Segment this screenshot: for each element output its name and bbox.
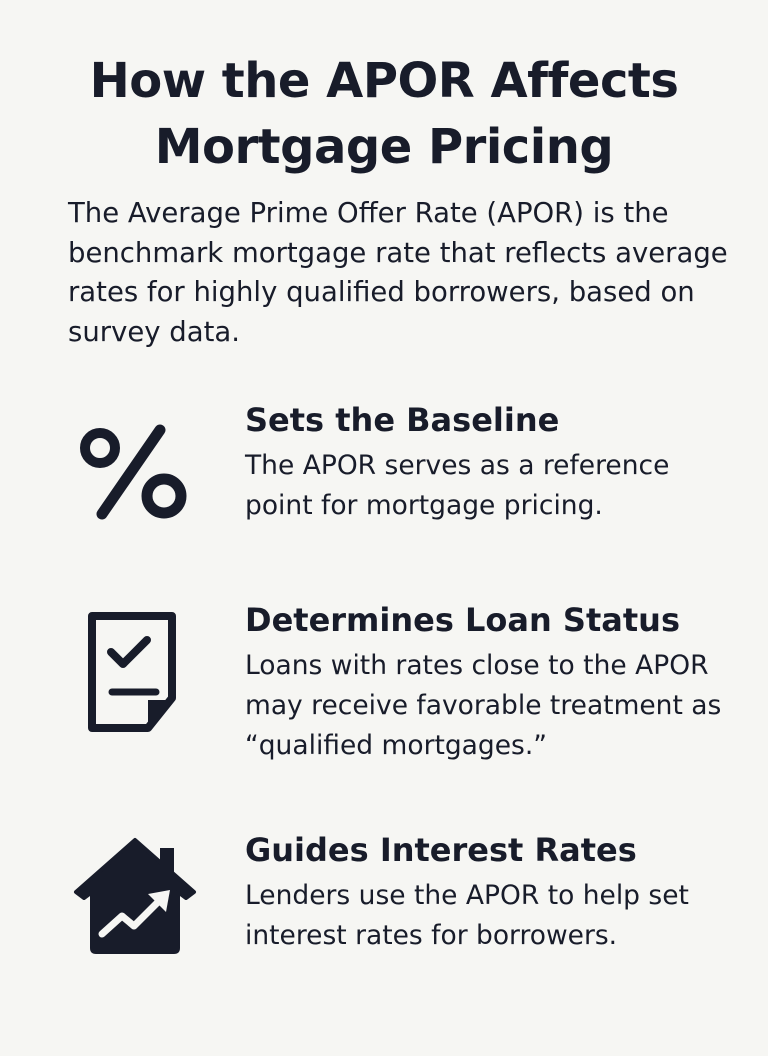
house-trend-up-icon xyxy=(74,838,196,954)
title-line-1: How the APOR Affects xyxy=(89,53,679,109)
title-line-2: Mortgage Pricing xyxy=(154,119,614,175)
page-title: How the APOR Affects Mortgage Pricing xyxy=(0,48,768,180)
item-body: Lenders use the APOR to help set interes… xyxy=(245,880,689,951)
percent-icon xyxy=(80,424,187,520)
item-heading: Sets the Baseline xyxy=(245,401,560,439)
item-body: The APOR serves as a reference point for… xyxy=(245,450,670,521)
item-heading: Guides Interest Rates xyxy=(245,831,637,869)
document-check-icon xyxy=(88,612,176,732)
intro-paragraph: The Average Prime Offer Rate (APOR) is t… xyxy=(68,197,728,348)
item-heading: Determines Loan Status xyxy=(245,601,680,639)
item-body: Loans with rates close to the APOR may r… xyxy=(245,650,722,761)
